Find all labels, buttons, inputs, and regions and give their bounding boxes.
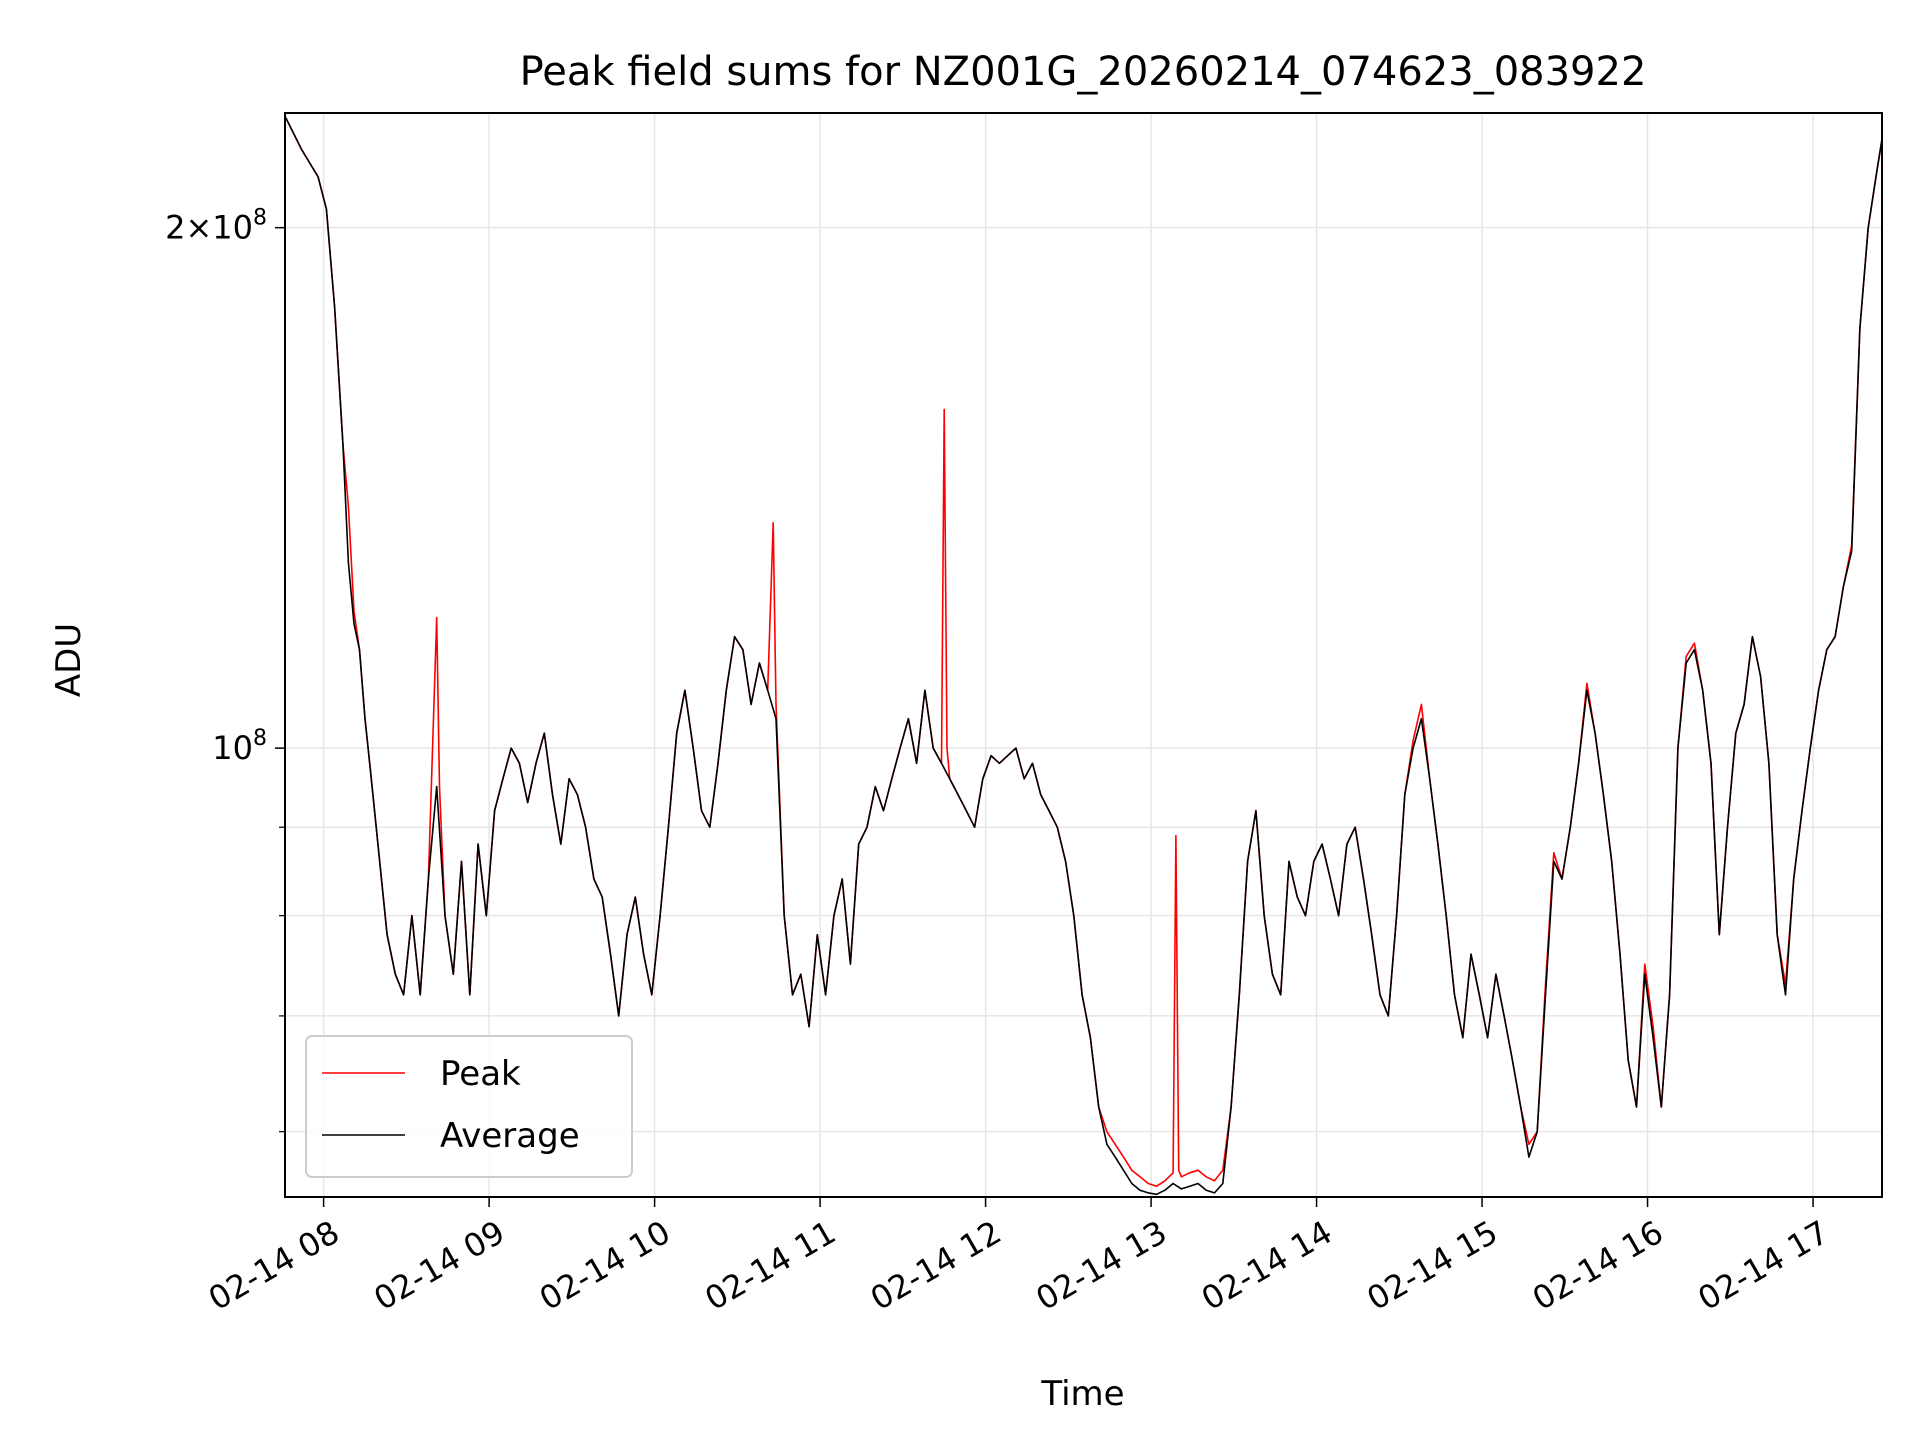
legend: Peak Average bbox=[305, 1035, 633, 1178]
x-tick-label: 02-14 17 bbox=[1691, 1213, 1835, 1318]
x-axis-ticks: 02-14 08 02-14 09 02-14 10 02-14 11 02-14 12… bbox=[202, 1197, 1835, 1318]
x-tick-label: 02-14 14 bbox=[1195, 1213, 1339, 1318]
chart-title: Peak field sums for NZ001G_20260214_0746… bbox=[520, 49, 1647, 95]
x-tick-label: 02-14 16 bbox=[1526, 1213, 1670, 1318]
x-tick-label: 02-14 10 bbox=[533, 1213, 677, 1318]
plot-frame bbox=[284, 112, 1883, 1198]
y-axis-label: ADU bbox=[49, 623, 89, 697]
legend-label-peak: Peak bbox=[440, 1054, 521, 1094]
x-tick-label: 02-14 15 bbox=[1360, 1213, 1504, 1318]
x-tick-label: 02-14 13 bbox=[1029, 1213, 1173, 1318]
series-line-peak bbox=[284, 115, 1883, 1187]
y-axis-ticks: 108 2×108 bbox=[165, 206, 285, 1133]
series-line-average bbox=[284, 115, 1883, 1196]
y-tick-label: 2×108 bbox=[165, 206, 267, 247]
plot-series bbox=[284, 115, 1883, 1196]
x-axis-label: Time bbox=[1040, 1374, 1124, 1414]
x-tick-label: 02-14 09 bbox=[368, 1213, 512, 1318]
legend-box bbox=[305, 1035, 633, 1178]
grid-lines bbox=[285, 113, 1882, 1197]
x-tick-label: 02-14 11 bbox=[698, 1213, 842, 1318]
x-tick-label: 02-14 12 bbox=[864, 1213, 1008, 1318]
y-tick-label: 108 bbox=[212, 726, 267, 767]
x-tick-label: 02-14 08 bbox=[202, 1213, 346, 1318]
legend-label-average: Average bbox=[440, 1116, 580, 1156]
